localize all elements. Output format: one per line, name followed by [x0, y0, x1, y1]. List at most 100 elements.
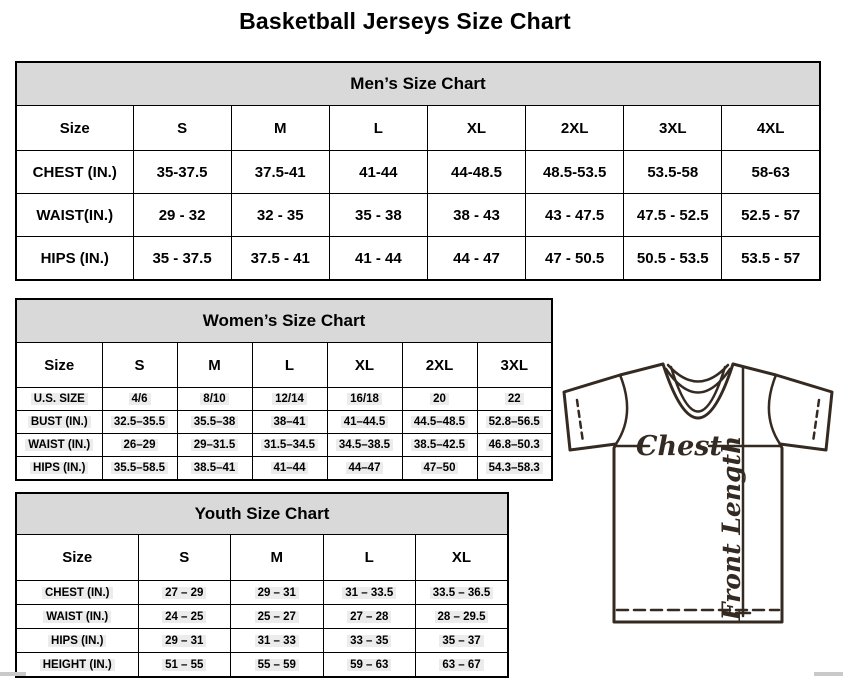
- row-label: HIPS (IN.): [15, 236, 134, 281]
- cell-value: 33.5 – 36.5: [415, 580, 509, 605]
- cell-value: 41–44: [251, 456, 328, 481]
- cell-text: 38.5–42.5: [410, 439, 469, 451]
- jersey-cuff-dash-left: [575, 398, 585, 444]
- cell-text: 38.5–41: [190, 462, 239, 474]
- cell-text: 35.5–38: [190, 416, 239, 428]
- cell-text: 52.8–56.5: [485, 416, 543, 428]
- mens-chart-header-row: Men’s Size Chart: [15, 61, 821, 106]
- cell-text: 29 – 31: [162, 634, 207, 647]
- cell-text: 51 – 55: [162, 658, 207, 671]
- cell-text: 35 – 37: [439, 634, 484, 647]
- cell-text: 31.5–34.5: [260, 439, 319, 451]
- cell-text: 33 – 35: [347, 634, 392, 647]
- womens-size-chart-table: Women’s Size Chart Size S M L XL 2XL 3XL…: [15, 298, 553, 481]
- mens-size-4xl: 4XL: [721, 105, 821, 151]
- row-label-text: CHEST (IN.): [41, 586, 113, 599]
- jersey-diagram-icon: Chest Front Length: [562, 362, 834, 624]
- row-label: U.S. SIZE: [15, 387, 103, 411]
- page-title: Basketball Jerseys Size Chart: [239, 8, 571, 34]
- cell-value: 38.5–42.5: [401, 433, 478, 457]
- cell-text: 27 – 29: [162, 586, 207, 599]
- row-label-text: WAIST (IN.): [25, 439, 94, 451]
- cell-text: 32.5–35.5: [110, 416, 169, 428]
- cell-text: 33.5 – 36.5: [429, 586, 494, 599]
- row-label: CHEST (IN.): [15, 580, 139, 605]
- cell-value: 53.5 - 57: [721, 236, 821, 281]
- row-label-text: HIPS (IN.): [48, 634, 107, 647]
- jersey-collar-inner: [669, 365, 727, 413]
- womens-size-s: S: [101, 342, 178, 388]
- cell-value: 44 - 47: [426, 236, 527, 281]
- youth-size-s: S: [137, 534, 231, 581]
- cell-value: 55 – 59: [230, 652, 324, 678]
- cell-value: 31 – 33.5: [322, 580, 416, 605]
- mens-size-header-row: Size S M L XL 2XL 3XL 4XL: [15, 105, 821, 151]
- womens-us-size-row: U.S. SIZE 4/6 8/10 12/14 16/18 20 22: [15, 387, 553, 411]
- cell-value: 8/10: [176, 387, 253, 411]
- cell-value: 50.5 - 53.5: [623, 236, 723, 281]
- cell-text: 63 – 67: [439, 658, 484, 671]
- youth-waist-row: WAIST (IN.) 24 – 25 25 – 27 27 – 28 28 –…: [15, 604, 509, 629]
- womens-chart-title: Women’s Size Chart: [15, 298, 553, 343]
- cell-text: 35.5–58.5: [110, 462, 169, 474]
- cell-value: 63 – 67: [415, 652, 509, 678]
- cell-value: 16/18: [326, 387, 403, 411]
- cell-value: 47–50: [401, 456, 478, 481]
- h-scrollbar-right-cap[interactable]: [814, 672, 843, 676]
- cell-value: 24 – 25: [137, 604, 231, 629]
- jersey-armhole-left: [614, 373, 629, 446]
- cell-value: 44–47: [326, 456, 403, 481]
- jersey-cuff-dash-right: [811, 398, 821, 444]
- mens-hips-row: HIPS (IN.) 35 - 37.5 37.5 - 41 41 - 44 4…: [15, 236, 821, 281]
- cell-text: 22: [504, 393, 524, 405]
- cell-value: 35.5–58.5: [101, 456, 178, 481]
- row-label-text: U.S. SIZE: [30, 393, 88, 405]
- mens-size-3xl: 3XL: [623, 105, 723, 151]
- row-label: WAIST (IN.): [15, 433, 103, 457]
- mens-size-xl: XL: [426, 105, 527, 151]
- cell-value: 59 – 63: [322, 652, 416, 678]
- cell-value: 35.5–38: [176, 410, 253, 434]
- cell-value: 29 – 31: [137, 628, 231, 653]
- row-label: WAIST(IN.): [15, 193, 134, 237]
- youth-height-row: HEIGHT (IN.) 51 – 55 55 – 59 59 – 63 63 …: [15, 652, 509, 678]
- cell-text: 4/6: [128, 393, 151, 405]
- mens-size-m: M: [230, 105, 330, 151]
- mens-size-chart-table: Men’s Size Chart Size S M L XL 2XL 3XL 4…: [15, 61, 821, 281]
- size-column-header: Size: [15, 342, 103, 388]
- cell-value: 27 – 29: [137, 580, 231, 605]
- cell-value: 29 - 32: [132, 193, 232, 237]
- cell-text: 47–50: [420, 462, 459, 474]
- mens-size-s: S: [132, 105, 232, 151]
- cell-value: 27 – 28: [322, 604, 416, 629]
- cell-value: 53.5-58: [623, 150, 723, 194]
- womens-size-xl: XL: [326, 342, 403, 388]
- womens-hips-row: HIPS (IN.) 35.5–58.5 38.5–41 41–44 44–47…: [15, 456, 553, 481]
- jersey-measurement-diagram: Chest Front Length: [556, 356, 843, 648]
- youth-hips-row: HIPS (IN.) 29 – 31 31 – 33 33 – 35 35 – …: [15, 628, 509, 653]
- cell-value: 44.5–48.5: [401, 410, 478, 434]
- cell-text: 41–44.5: [340, 416, 389, 428]
- mens-waist-row: WAIST(IN.) 29 - 32 32 - 35 35 - 38 38 - …: [15, 193, 821, 237]
- womens-size-m: M: [176, 342, 253, 388]
- cell-value: 12/14: [251, 387, 328, 411]
- womens-waist-row: WAIST (IN.) 26–29 29–31.5 31.5–34.5 34.5…: [15, 433, 553, 457]
- row-label: BUST (IN.): [15, 410, 103, 434]
- row-label-text: BUST (IN.): [27, 416, 91, 428]
- cell-value: 47.5 - 52.5: [623, 193, 723, 237]
- cell-text: 34.5–38.5: [335, 439, 394, 451]
- cell-text: 27 – 28: [347, 610, 392, 623]
- mens-size-l: L: [328, 105, 428, 151]
- h-scrollbar-left-cap[interactable]: [0, 672, 26, 676]
- womens-size-2xl: 2XL: [401, 342, 478, 388]
- youth-size-m: M: [230, 534, 324, 581]
- cell-text: 28 – 29.5: [434, 610, 489, 623]
- row-label: HEIGHT (IN.): [15, 652, 139, 678]
- cell-text: 44–47: [345, 462, 384, 474]
- womens-chart-header-row: Women’s Size Chart: [15, 298, 553, 343]
- mens-chart-title: Men’s Size Chart: [15, 61, 821, 106]
- cell-value: 28 – 29.5: [415, 604, 509, 629]
- cell-value: 22: [476, 387, 553, 411]
- cell-text: 26–29: [120, 439, 159, 451]
- cell-value: 58-63: [721, 150, 821, 194]
